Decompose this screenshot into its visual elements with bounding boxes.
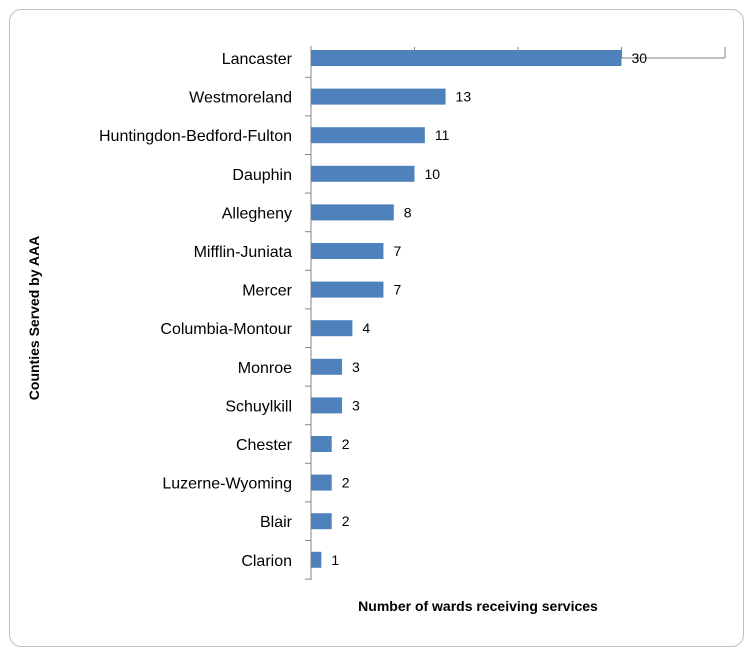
category-label: Luzerne-Wyoming <box>162 476 292 493</box>
bar <box>311 397 343 414</box>
category-label: Mifflin-Juniata <box>194 244 293 261</box>
data-label: 3 <box>352 359 360 375</box>
bar <box>311 474 332 491</box>
category-label: Columbia-Montour <box>160 321 292 338</box>
bar <box>311 513 332 530</box>
data-label: 4 <box>362 320 370 336</box>
chart-frame <box>9 9 744 647</box>
category-labels-group: Lancaster Westmoreland Huntingdon-Bedford-… <box>99 51 293 570</box>
category-label: Clarion <box>241 553 292 570</box>
bar <box>311 127 425 144</box>
category-label: Blair <box>260 514 293 531</box>
bar <box>311 88 446 105</box>
y-axis-title: Counties Served by AAA <box>26 236 42 400</box>
data-label: 1 <box>331 552 339 568</box>
data-label: 2 <box>342 513 350 529</box>
data-label: 10 <box>425 166 441 182</box>
bar <box>311 358 343 375</box>
x-axis-title: Number of wards receiving services <box>358 598 598 614</box>
data-label: 3 <box>352 397 360 413</box>
data-label: 2 <box>342 475 350 491</box>
bar <box>311 320 353 337</box>
category-label: Dauphin <box>232 167 292 184</box>
category-label: Schuylkill <box>225 398 292 415</box>
bars-group <box>311 50 622 568</box>
bar <box>311 165 415 182</box>
bar <box>311 243 384 259</box>
category-label: Monroe <box>238 360 292 377</box>
data-labels-group: 30 13 11 10 8 7 7 4 3 3 2 2 2 1 <box>331 50 647 568</box>
data-label: 11 <box>435 127 450 143</box>
category-label: Mercer <box>242 283 292 300</box>
data-label: 8 <box>404 204 412 220</box>
category-label: Westmoreland <box>189 90 292 107</box>
data-label: 13 <box>456 89 472 105</box>
bar <box>311 204 394 221</box>
data-label: 2 <box>342 436 350 452</box>
bar <box>311 551 322 568</box>
data-label: 7 <box>393 282 401 298</box>
category-label: Huntingdon-Bedford-Fulton <box>99 128 292 145</box>
bar <box>311 436 332 452</box>
category-label: Allegheny <box>222 205 292 222</box>
data-label: 7 <box>393 243 401 259</box>
category-label: Chester <box>236 437 293 454</box>
data-label: 30 <box>632 50 648 66</box>
category-label: Lancaster <box>222 51 293 68</box>
bar <box>311 281 384 298</box>
axis-lines <box>305 46 726 580</box>
bar <box>311 50 622 66</box>
